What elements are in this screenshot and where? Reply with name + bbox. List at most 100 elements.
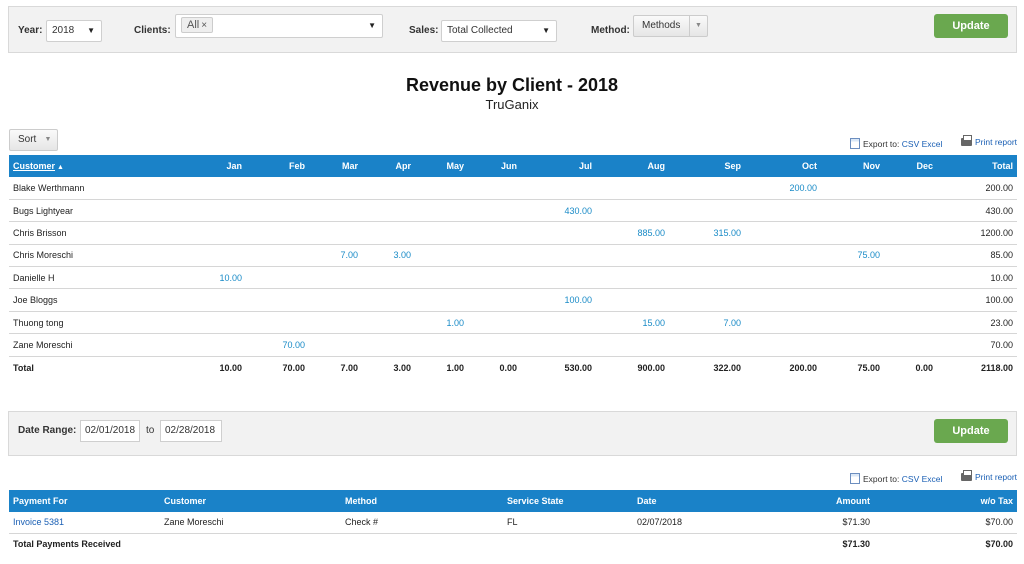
col-customer[interactable]: Customer ▲ <box>9 155 184 177</box>
month-cell[interactable]: 75.00 <box>821 244 884 268</box>
month-cell <box>884 221 937 245</box>
month-cell <box>184 288 246 312</box>
export-excel-link[interactable]: Excel <box>921 474 943 484</box>
date-cell: 02/07/2018 <box>633 512 773 534</box>
month-cell[interactable]: 885.00 <box>596 221 669 245</box>
total-wo-tax-cell: $70.00 <box>985 538 1013 549</box>
sales-value: Total Collected <box>447 25 513 36</box>
total-cell: 100.00 <box>937 288 1017 312</box>
table-row: Bugs Lightyear 430.00 430.00 <box>9 199 1017 223</box>
month-cell <box>821 311 884 335</box>
month-cell <box>415 266 468 290</box>
sales-label: Sales: <box>409 25 439 36</box>
month-cell <box>745 244 821 268</box>
month-cell <box>415 244 468 268</box>
month-cell <box>669 266 745 290</box>
month-total-cell: 3.00 <box>393 362 411 373</box>
month-cell[interactable]: 15.00 <box>596 311 669 335</box>
month-cell[interactable]: 7.00 <box>309 244 362 268</box>
date-from-input[interactable]: 02/01/2018 <box>80 420 140 442</box>
date-range-bar: Date Range: 02/01/2018 to 02/28/2018 Upd… <box>8 411 1017 456</box>
month-cell <box>309 199 362 223</box>
date-range-label: Date Range: <box>18 425 77 436</box>
month-cell[interactable]: 70.00 <box>246 333 309 357</box>
month-total-cell: 900.00 <box>637 362 665 373</box>
filter-bar: Year: 2018 ▼ Clients: All × ▼ Sales: Tota… <box>8 6 1017 53</box>
revenue-table-body: Blake Werthmann 200.00 200.00 Bugs Lightyea… <box>9 177 1017 379</box>
month-cell[interactable]: 100.00 <box>521 288 596 312</box>
month-cell <box>184 177 246 200</box>
month-total-cell: 1.00 <box>446 362 464 373</box>
clients-select[interactable]: All × ▼ <box>175 14 383 38</box>
chevron-down-icon: ▼ <box>87 26 95 35</box>
month-cell[interactable]: 315.00 <box>669 221 745 245</box>
month-cell <box>745 333 821 357</box>
sales-select[interactable]: Total Collected ▼ <box>441 20 557 42</box>
customer-cell: Bugs Lightyear <box>9 199 184 223</box>
year-select[interactable]: 2018 ▼ <box>46 20 102 42</box>
month-cell[interactable]: 10.00 <box>184 266 246 290</box>
revenue-header-row: Customer ▲ Jan Feb Mar Apr May Jun Jul Au… <box>9 155 1017 177</box>
col-payment-for: Payment For <box>9 490 160 512</box>
month-cell <box>521 333 596 357</box>
month-cell <box>521 244 596 268</box>
amount-cell: $71.30 <box>773 512 874 534</box>
month-cell[interactable]: 3.00 <box>362 244 415 268</box>
month-cell <box>246 244 309 268</box>
month-total-cell: 530.00 <box>564 362 592 373</box>
month-cell <box>184 333 246 357</box>
methods-dropdown[interactable]: Methods ▼ <box>633 15 708 37</box>
invoice-link[interactable]: Invoice 5381 <box>13 517 65 528</box>
print-report-link[interactable]: Print report <box>975 137 1018 147</box>
month-cell <box>821 199 884 223</box>
clients-tag[interactable]: All × <box>181 17 214 33</box>
export-csv-link[interactable]: CSV <box>901 139 920 149</box>
col-sep: Sep <box>669 155 745 177</box>
col-apr: Apr <box>362 155 415 177</box>
month-cell <box>884 311 937 335</box>
month-cell <box>821 333 884 357</box>
report-title: Revenue by Client - 2018 <box>405 75 619 95</box>
month-cell[interactable]: 200.00 <box>745 177 821 200</box>
date-to-input[interactable]: 02/28/2018 <box>160 420 222 442</box>
sort-customer-link[interactable]: Customer <box>13 161 56 171</box>
revenue-table: Customer ▲ Jan Feb Mar Apr May Jun Jul Au… <box>9 155 1017 379</box>
customer-cell: Danielle H <box>9 266 184 290</box>
date-update-button[interactable]: Update <box>934 419 1008 443</box>
month-cell <box>415 221 468 245</box>
print-report-link[interactable]: Print report <box>975 472 1018 482</box>
month-cell[interactable]: 7.00 <box>669 311 745 335</box>
month-cell <box>884 244 937 268</box>
month-cell <box>821 266 884 290</box>
col-mar: Mar <box>309 155 362 177</box>
month-cell <box>468 288 521 312</box>
col-dec: Dec <box>884 155 937 177</box>
month-cell <box>309 311 362 335</box>
col-date: Date <box>633 490 773 512</box>
month-cell <box>596 177 669 200</box>
month-cell[interactable]: 430.00 <box>521 199 596 223</box>
year-value: 2018 <box>52 25 75 36</box>
month-cell <box>309 288 362 312</box>
month-cell <box>246 221 309 245</box>
total-cell: 70.00 <box>937 333 1017 357</box>
table-row: Joe Bloggs 100.00 100.00 <box>9 288 1017 312</box>
month-cell <box>309 266 362 290</box>
month-total-cell: 10.00 <box>219 362 242 373</box>
export-csv-link[interactable]: CSV <box>901 474 920 484</box>
customer-cell: Blake Werthmann <box>9 177 184 200</box>
sort-dropdown[interactable]: Sort ▼ <box>9 129 58 151</box>
col-method: Method <box>341 490 503 512</box>
month-total-cell: 322.00 <box>713 362 741 373</box>
chevron-down-icon: ▼ <box>689 16 707 36</box>
remove-tag-icon[interactable]: × <box>201 20 208 31</box>
month-cell <box>184 199 246 223</box>
month-cell <box>821 177 884 200</box>
month-cell <box>246 177 309 200</box>
month-cell[interactable]: 1.00 <box>415 311 468 335</box>
month-cell <box>596 199 669 223</box>
export-excel-link[interactable]: Excel <box>921 139 943 149</box>
month-cell <box>362 333 415 357</box>
month-cell <box>884 288 937 312</box>
update-button[interactable]: Update <box>934 14 1008 38</box>
